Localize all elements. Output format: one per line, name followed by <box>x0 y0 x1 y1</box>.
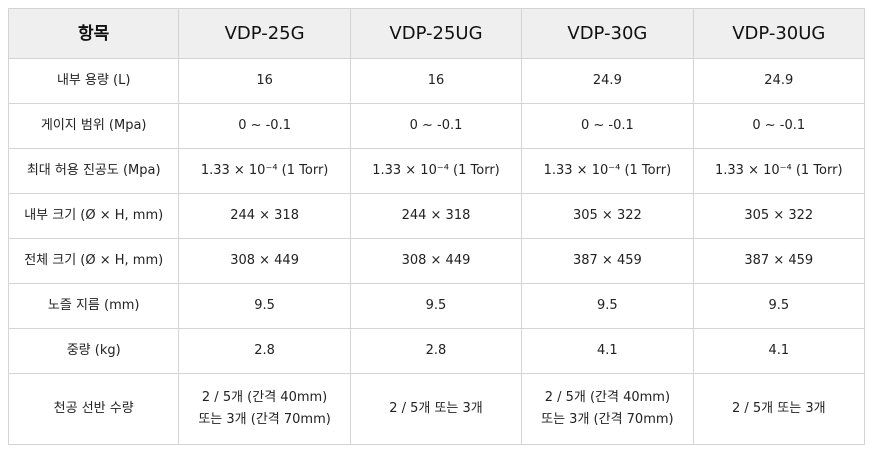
cell-text: 9.5 <box>254 298 275 313</box>
cell-text: 0 ~ -0.1 <box>580 118 634 133</box>
table-cell: 24.9 <box>692 58 866 104</box>
table-row: 노즐 지름 (mm) 9.5 9.5 9.5 9.5 <box>7 283 866 329</box>
cell-text: 0 ~ -0.1 <box>409 118 463 133</box>
row-label: 게이지 범위 (Mpa) <box>7 103 180 149</box>
cell-text: 244 × 318 <box>230 208 299 223</box>
table-cell: 387 × 459 <box>692 238 866 284</box>
cell-text: 24.9 <box>764 73 794 88</box>
table-cell: 2.8 <box>349 328 523 374</box>
row-label: 전체 크기 (Ø × H, mm) <box>7 238 180 284</box>
table-cell: 9.5 <box>349 283 523 329</box>
row-label: 중량 (kg) <box>7 328 180 374</box>
cell-text: 1.33 × 10⁻⁴ (1 Torr) <box>200 163 329 178</box>
table-cell: 2 / 5개 (간격 40mm) 또는 3개 (간격 70mm) <box>178 373 351 445</box>
cell-text: 2.8 <box>425 343 447 358</box>
cell-text: 387 × 459 <box>572 253 642 268</box>
header-vdp-30ug: VDP-30UG <box>692 8 866 59</box>
table-cell: 16 <box>349 58 523 104</box>
table-cell: 2 / 5개 (간격 40mm) 또는 3개 (간격 70mm) <box>521 373 694 445</box>
header-vdp-25ug: VDP-25UG <box>349 8 523 59</box>
table-cell: 0 ~ -0.1 <box>692 103 866 149</box>
table-cell: 308 × 449 <box>178 238 351 284</box>
table-row: 전체 크기 (Ø × H, mm) 308 × 449 308 × 449 387 ×… <box>7 238 866 284</box>
cell-text: 16 <box>427 73 445 88</box>
table-cell: 9.5 <box>178 283 351 329</box>
header-vdp-30g: VDP-30G <box>521 8 694 59</box>
table-cell: 1.33 × 10⁻⁴ (1 Torr) <box>349 148 523 194</box>
cell-text: 2 / 5개 (간격 40mm) <box>544 390 671 405</box>
cell-text: 9.5 <box>597 298 618 313</box>
cell-text: 305 × 322 <box>744 208 814 223</box>
cell-text: 1.33 × 10⁻⁴ (1 Torr) <box>715 163 843 178</box>
table-cell: 0 ~ -0.1 <box>349 103 523 149</box>
table-row: 내부 용량 (L) 16 16 24.9 24.9 <box>7 58 866 104</box>
table-cell: 1.33 × 10⁻⁴ (1 Torr) <box>692 148 866 194</box>
table-cell: 24.9 <box>521 58 694 104</box>
cell-text: 9.5 <box>768 298 790 313</box>
table-cell: 9.5 <box>521 283 694 329</box>
table-cell: 308 × 449 <box>349 238 523 284</box>
spec-table-container: 항목 VDP-25G VDP-25UG VDP-30G VDP-30UG 내부 … <box>7 8 866 445</box>
row-label: 천공 선반 수량 <box>7 373 180 445</box>
cell-text: 또는 3개 (간격 70mm) <box>198 412 331 427</box>
cell-text: 244 × 318 <box>401 208 471 223</box>
cell-text: 0 ~ -0.1 <box>238 118 291 133</box>
row-label: 노즐 지름 (mm) <box>7 283 180 329</box>
cell-text: 387 × 459 <box>744 253 814 268</box>
table-cell: 305 × 322 <box>521 193 694 239</box>
table-cell: 0 ~ -0.1 <box>521 103 694 149</box>
cell-text: 305 × 322 <box>572 208 642 223</box>
table-cell: 0 ~ -0.1 <box>178 103 351 149</box>
cell-text: 24.9 <box>592 73 622 88</box>
cell-text: 4.1 <box>597 343 618 358</box>
table-cell: 2.8 <box>178 328 351 374</box>
cell-text: 또는 3개 (간격 70mm) <box>541 412 674 427</box>
cell-text: 1.33 × 10⁻⁴ (1 Torr) <box>372 163 500 178</box>
table-cell: 244 × 318 <box>349 193 523 239</box>
cell-text: 1.33 × 10⁻⁴ (1 Torr) <box>543 163 672 178</box>
cell-text: 16 <box>256 73 273 88</box>
table-cell: 4.1 <box>521 328 694 374</box>
table-row: 게이지 범위 (Mpa) 0 ~ -0.1 0 ~ -0.1 0 ~ -0.1 0 ~ … <box>7 103 866 149</box>
row-label: 내부 용량 (L) <box>7 58 180 104</box>
cell-text: 2 / 5개 (간격 40mm) <box>201 390 328 405</box>
table-row: 최대 허용 진공도 (Mpa) 1.33 × 10⁻⁴ (1 Torr) 1.33 … <box>7 148 866 194</box>
table-cell: 9.5 <box>692 283 866 329</box>
cell-text: 4.1 <box>768 343 790 358</box>
table-cell: 387 × 459 <box>521 238 694 284</box>
table-row: 중량 (kg) 2.8 2.8 4.1 4.1 <box>7 328 866 374</box>
table-cell: 2 / 5개 또는 3개 <box>692 373 866 445</box>
table-row: 천공 선반 수량 2 / 5개 (간격 40mm) 또는 3개 (간격 70mm) 2… <box>7 373 866 445</box>
table-cell: 244 × 318 <box>178 193 351 239</box>
row-label: 최대 허용 진공도 (Mpa) <box>7 148 180 194</box>
table-cell: 2 / 5개 또는 3개 <box>349 373 523 445</box>
cell-text: 2.8 <box>254 343 275 358</box>
table-header-row: 항목 VDP-25G VDP-25UG VDP-30G VDP-30UG <box>7 8 866 59</box>
table-cell: 305 × 322 <box>692 193 866 239</box>
cell-text: 9.5 <box>425 298 447 313</box>
header-item: 항목 <box>7 8 180 59</box>
table-cell: 1.33 × 10⁻⁴ (1 Torr) <box>178 148 351 194</box>
spec-table: 항목 VDP-25G VDP-25UG VDP-30G VDP-30UG 내부 … <box>7 8 866 445</box>
table-cell: 4.1 <box>692 328 866 374</box>
table-row: 내부 크기 (Ø × H, mm) 244 × 318 244 × 318 305 ×… <box>7 193 866 239</box>
cell-text: 2 / 5개 또는 3개 <box>389 401 483 416</box>
header-vdp-25g: VDP-25G <box>178 8 351 59</box>
table-cell: 16 <box>178 58 351 104</box>
cell-text: 308 × 449 <box>401 253 471 268</box>
cell-text: 2 / 5개 또는 3개 <box>732 401 826 416</box>
cell-text: 0 ~ -0.1 <box>752 118 806 133</box>
table-cell: 1.33 × 10⁻⁴ (1 Torr) <box>521 148 694 194</box>
cell-text: 308 × 449 <box>230 253 299 268</box>
row-label: 내부 크기 (Ø × H, mm) <box>7 193 180 239</box>
